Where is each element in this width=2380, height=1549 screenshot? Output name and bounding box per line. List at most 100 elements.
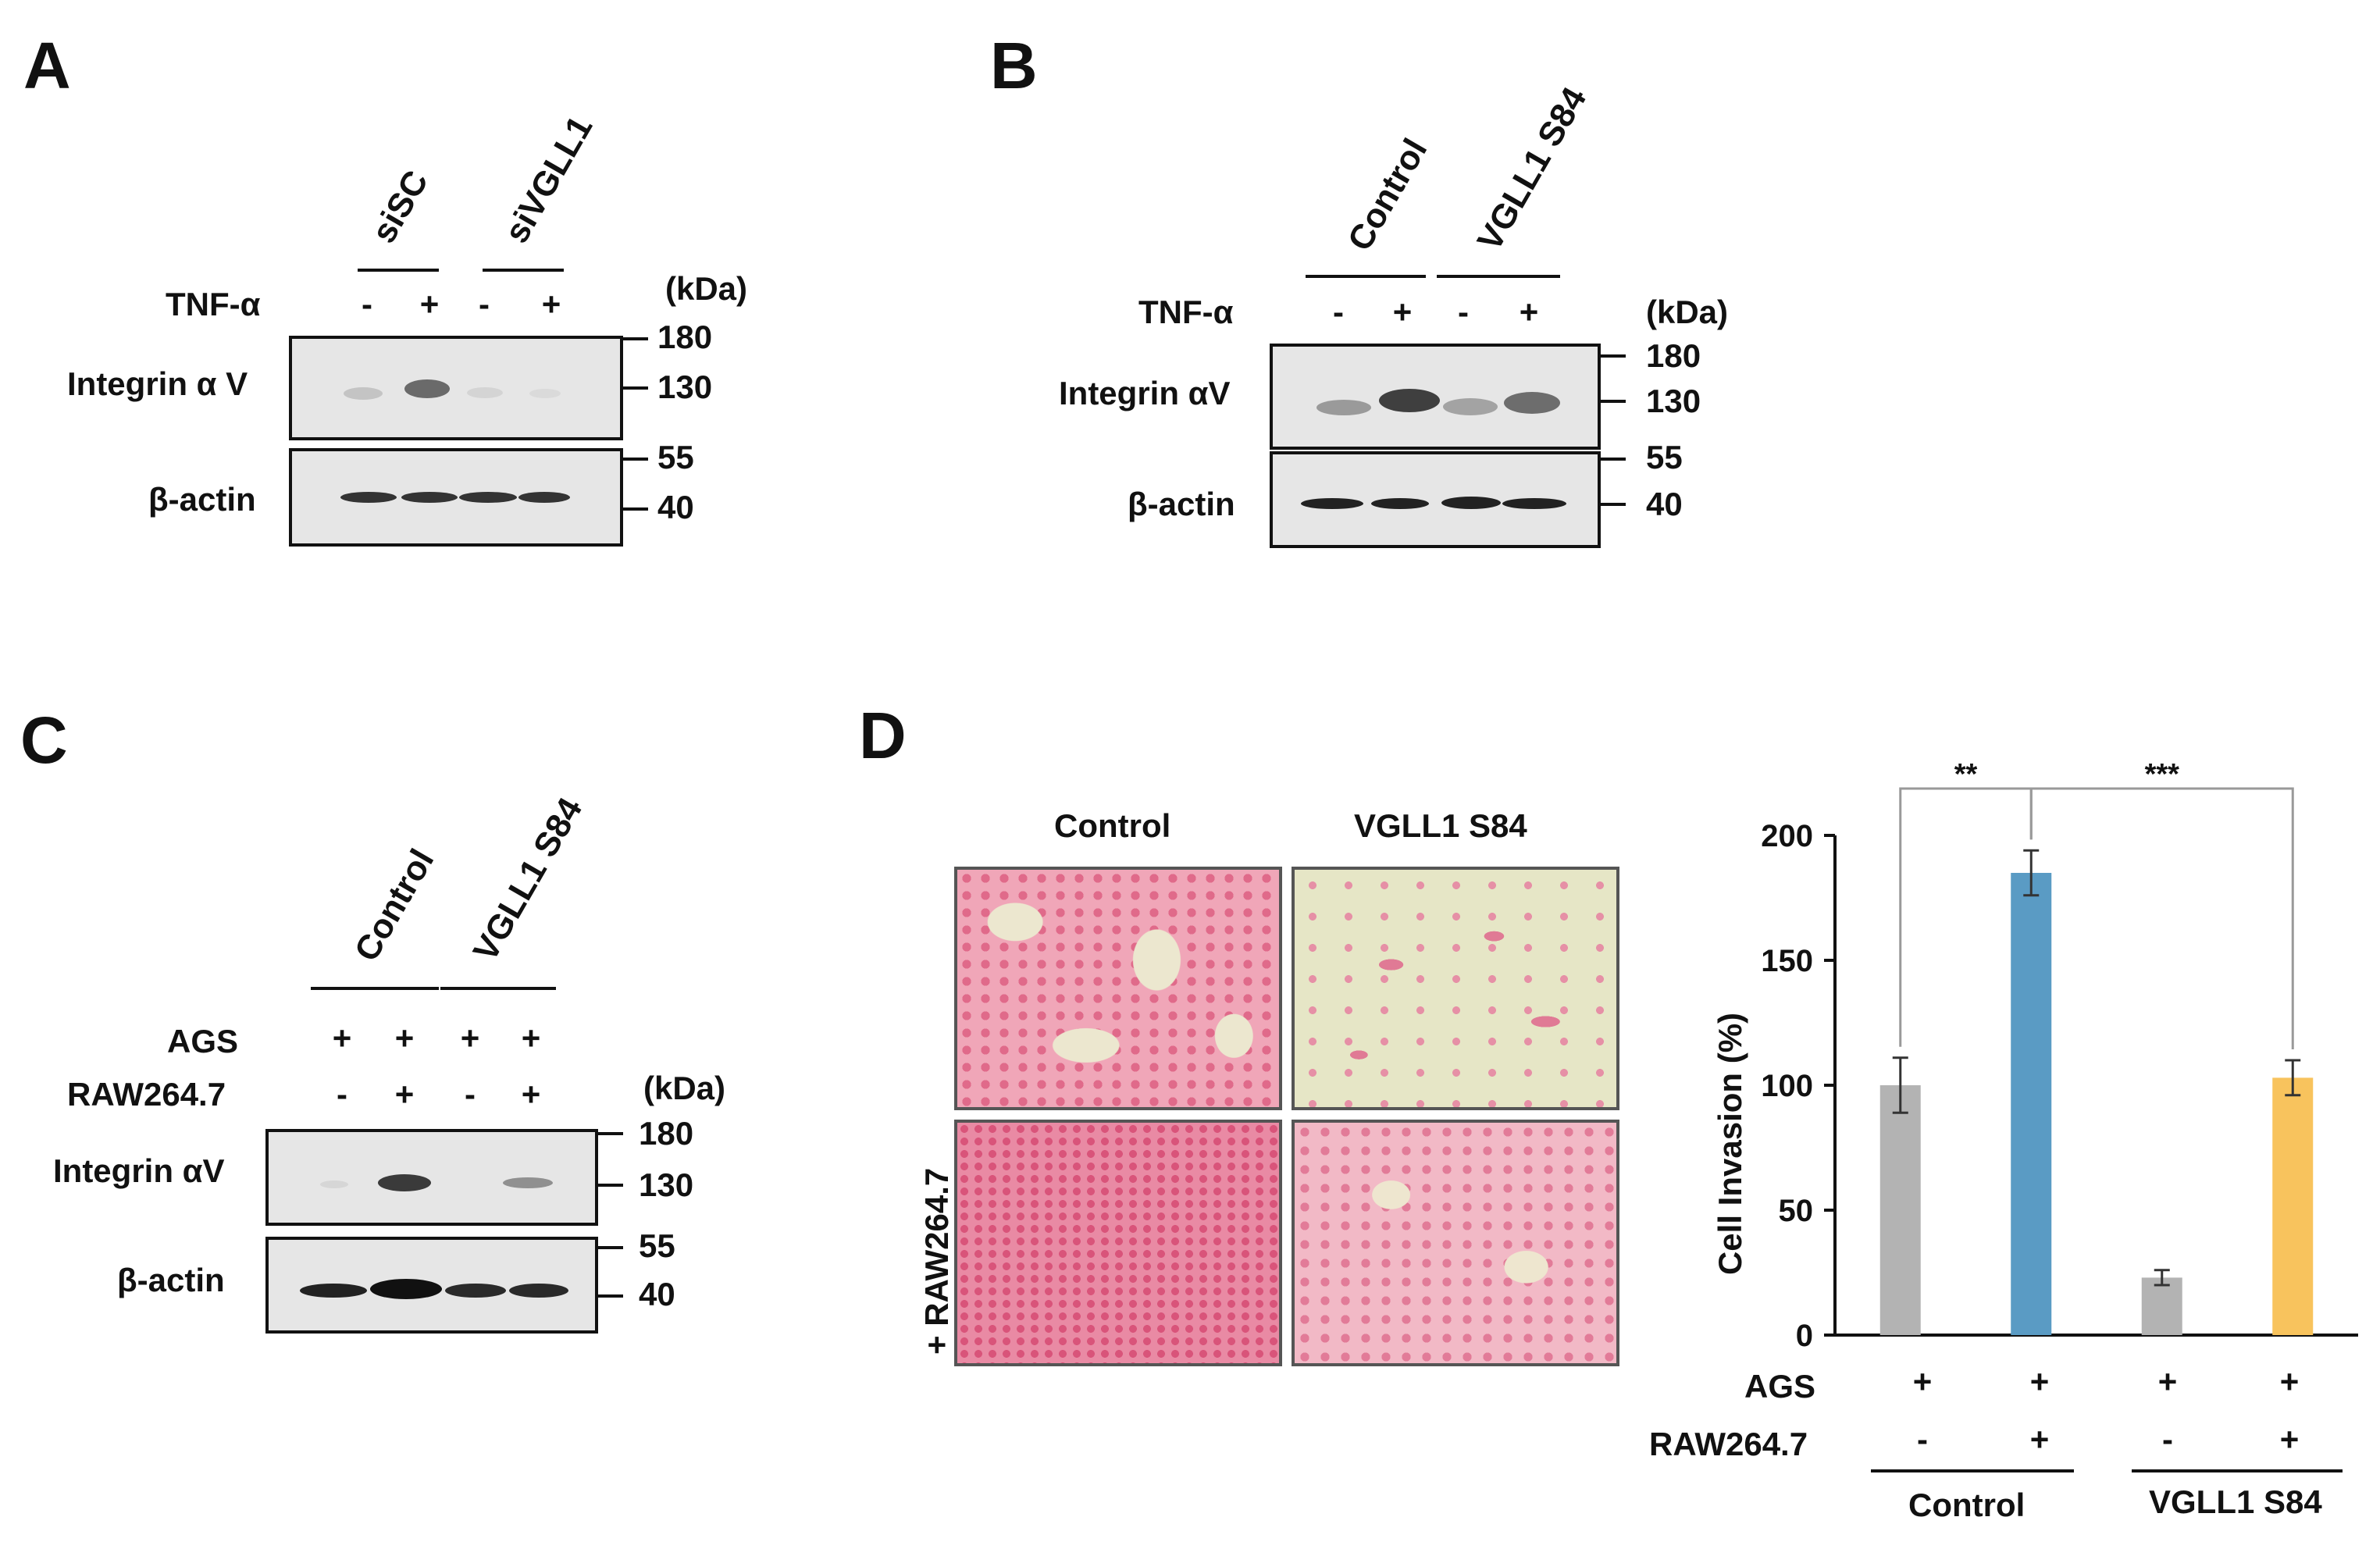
panel-a-marker-label: 130: [657, 369, 713, 405]
panel-b-sign: +: [1392, 294, 1413, 330]
panel-a-sign: +: [419, 286, 440, 322]
western-band: [529, 389, 561, 398]
y-tick-label: 50: [1779, 1194, 1814, 1228]
panel-b-sign: +: [1519, 294, 1539, 330]
western-band: [1441, 497, 1501, 509]
panel-a-blot-integrin: [289, 336, 623, 440]
panel-b-marker-label: 180: [1646, 337, 1701, 374]
panel-a-group-label-2: siVGLL1: [497, 109, 600, 250]
western-band: [459, 492, 517, 503]
micrograph-vgll1: [1292, 867, 1619, 1110]
panel-c-group-line-2: [440, 987, 556, 990]
panel-a-treatment-label: TNF-α: [166, 286, 261, 322]
western-band: [503, 1177, 553, 1188]
bar: [2011, 873, 2052, 1335]
panel-a-kda-label: (kDa): [665, 270, 748, 307]
panel-a-group-label-1: siSC: [364, 164, 436, 250]
western-band: [1379, 389, 1440, 412]
panel-c-blot-integrin: [265, 1129, 598, 1226]
panel-b-marker-tick: [1601, 503, 1626, 506]
western-band: [378, 1174, 431, 1191]
western-band: [467, 387, 503, 398]
panel-c-marker-tick: [598, 1246, 623, 1249]
panel-b-blot-actin: [1270, 451, 1601, 548]
panel-d-image-row-label: + RAW264.7: [918, 1167, 955, 1355]
panel-b-kda-label: (kDa): [1646, 294, 1729, 330]
panel-a-blot-label-integrin: Integrin α V: [67, 365, 248, 402]
western-band: [1371, 498, 1429, 509]
western-band: [1504, 392, 1560, 414]
western-band: [344, 387, 383, 400]
western-band: [445, 1284, 506, 1298]
y-tick-label: 150: [1761, 944, 1813, 978]
western-band: [401, 492, 458, 503]
panel-b-blot-label-actin: β-actin: [1128, 486, 1235, 522]
panel-b-letter: B: [990, 29, 1038, 102]
panel-d-image-col-vgll1: VGLL1 S84: [1354, 807, 1527, 844]
panel-c-row-label-ags: AGS: [167, 1023, 239, 1059]
panel-d-group-line-2: [2132, 1469, 2343, 1472]
panel-a-sign: -: [479, 286, 490, 322]
panel-a-letter: A: [23, 29, 71, 102]
panel-c-group-label-1: Control: [347, 842, 442, 968]
panel-d-group-label-control: Control: [1908, 1487, 2025, 1523]
panel-a-marker-label: 180: [657, 319, 713, 355]
panel-d-sign: +: [1912, 1363, 1933, 1400]
panel-c-sign: +: [460, 1020, 480, 1056]
western-band: [509, 1284, 568, 1298]
panel-a-sign: +: [541, 286, 561, 322]
western-band: [1502, 498, 1566, 509]
panel-c-marker-label: 130: [639, 1166, 694, 1203]
panel-c-blot-actin: [265, 1237, 598, 1334]
panel-d-group-label-vgll1: VGLL1 S84: [2149, 1483, 2322, 1520]
panel-c-sign: -: [465, 1076, 476, 1113]
panel-d-sign: -: [2162, 1421, 2173, 1458]
panel-c-group-label-2: VGLL1 S84: [465, 791, 590, 968]
panel-b-marker-tick: [1601, 458, 1626, 461]
panel-d-sign: +: [2279, 1363, 2300, 1400]
panel-b-marker-label: 40: [1646, 486, 1683, 522]
panel-d-sign: +: [2029, 1421, 2050, 1458]
panel-d-group-line-1: [1871, 1469, 2074, 1472]
panel-c-sign: -: [337, 1076, 347, 1113]
panel-b-marker-tick: [1601, 354, 1626, 358]
panel-a-blot-label-actin: β-actin: [148, 481, 256, 518]
panel-c-sign: +: [394, 1076, 415, 1113]
panel-a-marker-tick: [623, 458, 648, 461]
western-band: [1301, 498, 1363, 509]
panel-c-marker-label: 55: [639, 1227, 675, 1264]
y-axis-label: Cell Invasion (%): [1712, 1013, 1748, 1275]
western-band: [370, 1279, 442, 1299]
y-tick-label: 100: [1761, 1069, 1813, 1103]
micrograph-control-raw: [954, 1120, 1282, 1366]
panel-d-sign: +: [2279, 1421, 2300, 1458]
panel-b-treatment-label: TNF-α: [1138, 294, 1234, 330]
micrograph-control: [954, 867, 1282, 1110]
panel-c-row-label-raw: RAW264.7: [67, 1076, 226, 1113]
panel-a-marker-label: 55: [657, 439, 694, 475]
panel-c-marker-tick: [598, 1132, 623, 1135]
panel-a-sign: -: [362, 286, 372, 322]
western-band: [518, 492, 570, 503]
panel-c-sign: +: [521, 1020, 541, 1056]
panel-b-group-line-1: [1306, 275, 1426, 278]
bar: [1879, 1085, 1921, 1335]
panel-b-marker-tick: [1601, 400, 1626, 403]
panel-d-row-label-ags: AGS: [1744, 1368, 1816, 1405]
panel-b-marker-label: 130: [1646, 383, 1701, 419]
western-band: [300, 1284, 367, 1298]
panel-c-kda-label: (kDa): [643, 1070, 726, 1106]
panel-d-sign: -: [1917, 1421, 1928, 1458]
y-tick-label: 200: [1761, 819, 1813, 853]
panel-c-marker-label: 180: [639, 1115, 694, 1152]
y-tick-label: 0: [1796, 1319, 1813, 1353]
bar-series: [1879, 849, 2314, 1335]
panel-a-marker-tick: [623, 507, 648, 511]
panel-a-marker-tick: [623, 337, 648, 340]
panel-b-blot-integrin: [1270, 344, 1601, 450]
y-axis: 0 50 100 150 200: [1761, 819, 2358, 1353]
panel-c-marker-tick: [598, 1294, 623, 1298]
panel-c-letter: C: [20, 703, 68, 777]
panel-c-sign: +: [332, 1020, 352, 1056]
